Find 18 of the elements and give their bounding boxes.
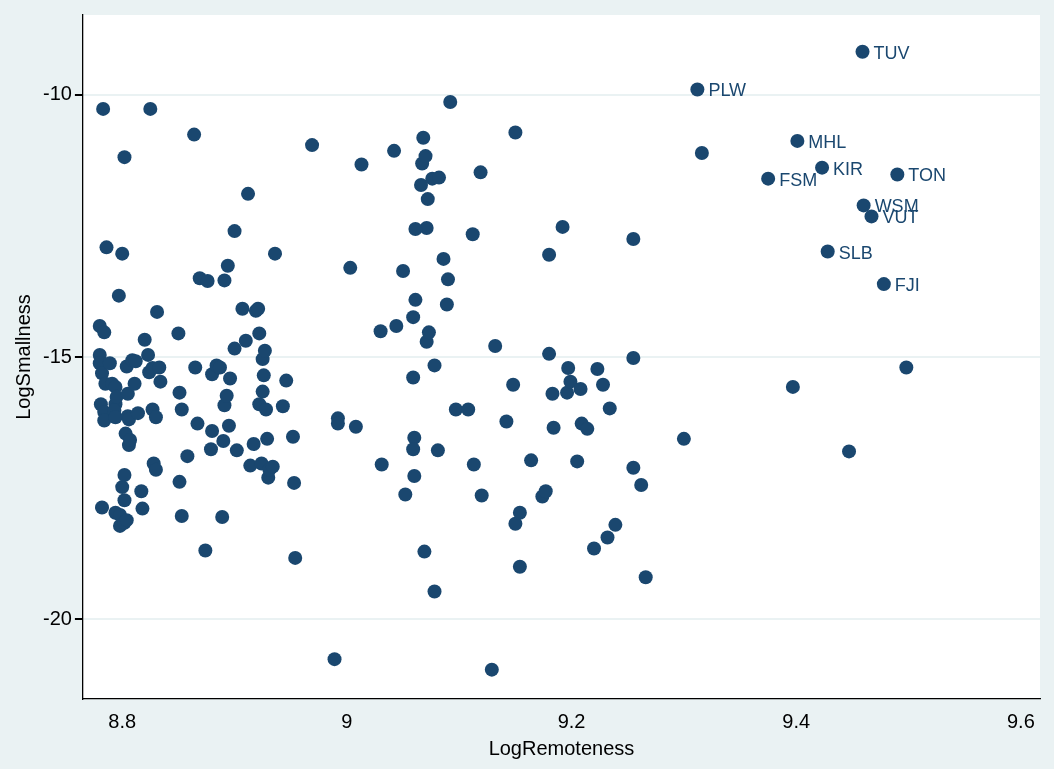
x-tick-label: 9	[341, 709, 353, 732]
annotation: TON	[908, 165, 947, 186]
annotation: TUV	[873, 42, 910, 63]
annotation: KIR	[833, 158, 864, 179]
annotation: MHL	[808, 131, 847, 152]
x-tick-label: 9.2	[557, 709, 586, 732]
y-tick-label: -10	[43, 82, 72, 105]
annotation: PLW	[708, 80, 747, 101]
y-tick-label: -20	[43, 606, 72, 629]
annotation: FSM	[779, 169, 818, 190]
y-tick-label: -15	[43, 344, 72, 367]
x-tick-label: 8.8	[108, 709, 137, 732]
annotation: FJI	[894, 275, 920, 296]
x-tick-label: 9.6	[1007, 709, 1035, 732]
x-tick-label: 9.4	[782, 709, 811, 732]
annotation: SLB	[838, 242, 873, 263]
x-axis-title: LogRemoteness	[488, 736, 635, 759]
y-axis-title: LogSmallness	[11, 294, 34, 420]
